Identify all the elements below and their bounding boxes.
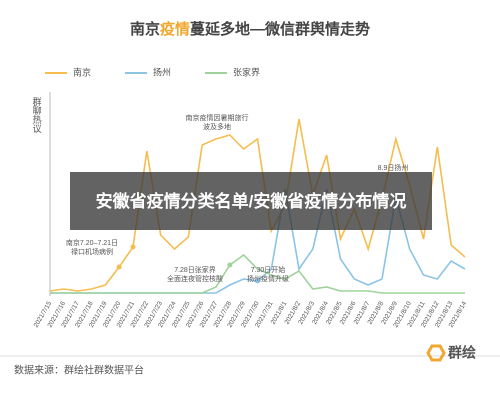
annotation: 南京疫情因暑期旅行波及多地 xyxy=(186,113,249,131)
annotation-line: 7.28日张家界 xyxy=(174,265,216,274)
title-part: 蔓延多地—微信群舆情走势 xyxy=(190,20,370,38)
legend-label: 张家界 xyxy=(233,66,260,77)
annotation-line: 8.9日扬州 xyxy=(378,163,409,172)
title-part: 南京 xyxy=(130,20,160,38)
title-part: 疫情 xyxy=(160,20,190,38)
overlay-banner: 安徽省疫情分类名单/安徽省疫情分布情况 xyxy=(70,172,432,230)
annotation-line: 波及多地 xyxy=(203,122,231,131)
annotation-line: 7.30日开始 xyxy=(251,265,286,274)
logo-text: 群绘 xyxy=(447,345,476,361)
annotation: 南京7.20–7.21日禄口机场病例 xyxy=(66,238,118,256)
point xyxy=(130,244,136,250)
line-2 xyxy=(50,253,465,294)
point xyxy=(255,278,260,284)
logo-icon xyxy=(426,344,446,362)
source: 数据来源：群绘社群数据平台 xyxy=(14,364,144,377)
point xyxy=(116,264,122,270)
annotation: 7.28日张家界全面连夜管控核酸 xyxy=(167,265,223,283)
annotation-line: 南京疫情因暑期旅行 xyxy=(186,113,249,122)
annotation: 7.30日开始扬州疫情升级 xyxy=(247,265,289,283)
annotation-line: 禄口机场病例 xyxy=(71,247,113,256)
annotation: 8.9日扬州 xyxy=(378,163,409,172)
annotation-line: 全面连夜管控核酸 xyxy=(167,274,223,283)
legend-label: 南京 xyxy=(73,66,91,77)
y-axis-label: 群聊热议 xyxy=(32,96,42,134)
annotation-line: 南京7.20–7.21日 xyxy=(66,238,118,247)
chart-title: 南京疫情蔓延多地—微信群舆情走势 xyxy=(130,20,370,38)
legend-label: 扬州 xyxy=(153,66,171,77)
point xyxy=(227,262,233,268)
annotation-line: 扬州疫情升级 xyxy=(247,274,289,283)
